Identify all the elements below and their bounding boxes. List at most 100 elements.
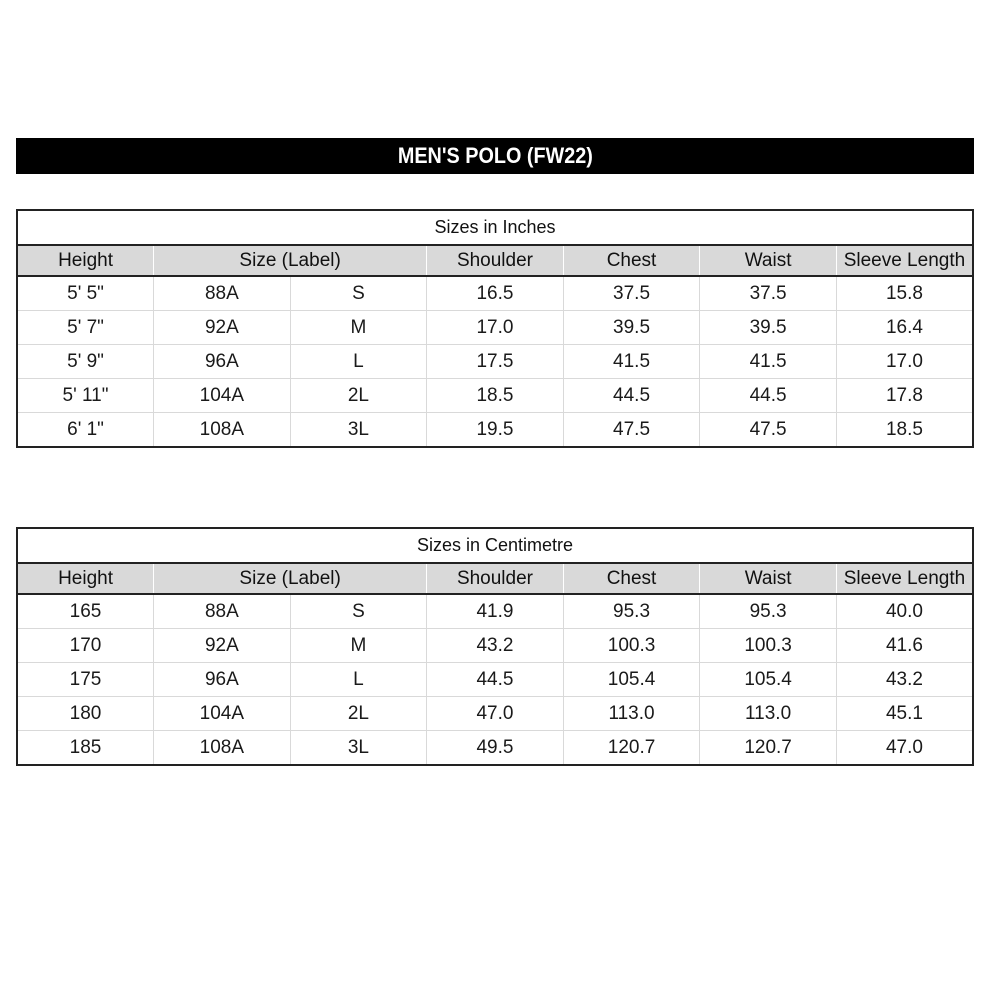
table-cell: 17.8 — [835, 378, 974, 413]
table-cell: 113.0 — [562, 696, 701, 731]
table-cell: 47.5 — [699, 412, 837, 448]
table-cell: 37.5 — [699, 275, 837, 311]
table-cell: 47.0 — [835, 730, 974, 766]
table-cell: 49.5 — [426, 730, 564, 766]
table-cell: 41.5 — [699, 344, 837, 379]
table-cell: 120.7 — [699, 730, 837, 766]
table-cell: 5' 7" — [16, 310, 155, 345]
table-row: 5' 7" 92A M 17.0 39.5 39.5 16.4 — [16, 310, 974, 345]
col-header-chest: Chest — [562, 245, 701, 277]
table-cell: 92A — [153, 310, 291, 345]
table-cell: 100.3 — [699, 628, 837, 663]
table-cell: 43.2 — [835, 662, 974, 697]
table-cell: 92A — [153, 628, 291, 663]
table-cell: 17.0 — [835, 344, 974, 379]
table-cell: 41.5 — [562, 344, 701, 379]
table-cell: 96A — [153, 344, 291, 379]
table-cell: 104A — [153, 378, 291, 413]
column-header-row: Height Size (Label) Shoulder Chest Waist… — [16, 245, 974, 277]
table-cell: 39.5 — [562, 310, 701, 345]
col-header-height: Height — [16, 245, 155, 277]
table-cell: 108A — [153, 730, 291, 766]
col-header-chest: Chest — [562, 563, 701, 595]
table-cell: 3L — [289, 412, 428, 448]
table-cell: 105.4 — [562, 662, 701, 697]
table-cell: S — [289, 593, 428, 629]
table-cell: 175 — [16, 662, 155, 697]
table-row: 6' 1" 108A 3L 19.5 47.5 47.5 18.5 — [16, 412, 974, 448]
table-cell: 3L — [289, 730, 428, 766]
table-cell: 95.3 — [562, 593, 701, 629]
table-cell: 40.0 — [835, 593, 974, 629]
table-cell: 180 — [16, 696, 155, 731]
table-cell: S — [289, 275, 428, 311]
page-title: MEN'S POLO (FW22) — [397, 143, 593, 168]
table-row: 5' 5" 88A S 16.5 37.5 37.5 15.8 — [16, 275, 974, 311]
col-header-size-label: Size (Label) — [153, 245, 428, 277]
table-cell: 100.3 — [562, 628, 701, 663]
table-row: 175 96A L 44.5 105.4 105.4 43.2 — [16, 662, 974, 697]
table-cell: 88A — [153, 275, 291, 311]
table-cell: 43.2 — [426, 628, 564, 663]
table-row: 5' 9" 96A L 17.5 41.5 41.5 17.0 — [16, 344, 974, 379]
table-row: 165 88A S 41.9 95.3 95.3 40.0 — [16, 593, 974, 629]
table-cell: 16.5 — [426, 275, 564, 311]
table-cell: 113.0 — [699, 696, 837, 731]
table-row: 170 92A M 43.2 100.3 100.3 41.6 — [16, 628, 974, 663]
table-cell: 5' 5" — [16, 275, 155, 311]
table-cell: 17.5 — [426, 344, 564, 379]
size-table-inches: Sizes in Inches Height Size (Label) Shou… — [16, 209, 974, 448]
table-cell: 47.0 — [426, 696, 564, 731]
table-cell: 96A — [153, 662, 291, 697]
table-cell: 120.7 — [562, 730, 701, 766]
column-header-row: Height Size (Label) Shoulder Chest Waist… — [16, 563, 974, 595]
table-cell: 39.5 — [699, 310, 837, 345]
table-cell: 88A — [153, 593, 291, 629]
table-title: Sizes in Centimetre — [17, 528, 973, 564]
table-cell: 15.8 — [835, 275, 974, 311]
table-cell: 18.5 — [835, 412, 974, 448]
table-title-row: Sizes in Inches — [17, 210, 973, 246]
table-cell: 105.4 — [699, 662, 837, 697]
table-cell: 37.5 — [562, 275, 701, 311]
table-body-inches: 5' 5" 88A S 16.5 37.5 37.5 15.8 5' 7" 92A M 17.0 39… — [16, 275, 974, 448]
table-cell: M — [289, 310, 428, 345]
table-row: 185 108A 3L 49.5 120.7 120.7 47.0 — [16, 730, 974, 766]
table-cell: 5' 9" — [16, 344, 155, 379]
table-cell: 16.4 — [835, 310, 974, 345]
col-header-size-label: Size (Label) — [153, 563, 428, 595]
size-table-cm: Sizes in Centimetre Height Size (Label) … — [16, 527, 974, 766]
table-cell: 45.1 — [835, 696, 974, 731]
table-cell: 17.0 — [426, 310, 564, 345]
table-cell: 108A — [153, 412, 291, 448]
table-cell: 170 — [16, 628, 155, 663]
table-cell: 44.5 — [426, 662, 564, 697]
table-cell: 165 — [16, 593, 155, 629]
table-cell: 2L — [289, 378, 428, 413]
table-cell: 44.5 — [699, 378, 837, 413]
col-header-shoulder: Shoulder — [426, 563, 564, 595]
table-title-row: Sizes in Centimetre — [17, 528, 973, 564]
table-row: 5' 11" 104A 2L 18.5 44.5 44.5 17.8 — [16, 378, 974, 413]
table-cell: M — [289, 628, 428, 663]
table-cell: L — [289, 344, 428, 379]
table-cell: 104A — [153, 696, 291, 731]
title-banner: MEN'S POLO (FW22) — [16, 138, 974, 174]
table-cell: 18.5 — [426, 378, 564, 413]
table-cell: 5' 11" — [16, 378, 155, 413]
table-cell: 2L — [289, 696, 428, 731]
table-cell: 41.9 — [426, 593, 564, 629]
table-cell: 47.5 — [562, 412, 701, 448]
table-row: 180 104A 2L 47.0 113.0 113.0 45.1 — [16, 696, 974, 731]
table-title: Sizes in Inches — [17, 210, 973, 246]
col-header-sleeve-length: Sleeve Length — [835, 245, 974, 277]
col-header-shoulder: Shoulder — [426, 245, 564, 277]
table-cell: L — [289, 662, 428, 697]
table-cell: 44.5 — [562, 378, 701, 413]
table-cell: 19.5 — [426, 412, 564, 448]
table-cell: 6' 1" — [16, 412, 155, 448]
table-body-cm: 165 88A S 41.9 95.3 95.3 40.0 170 92A M 43.2 100.3 1… — [16, 593, 974, 766]
col-header-height: Height — [16, 563, 155, 595]
col-header-waist: Waist — [699, 245, 837, 277]
table-cell: 185 — [16, 730, 155, 766]
